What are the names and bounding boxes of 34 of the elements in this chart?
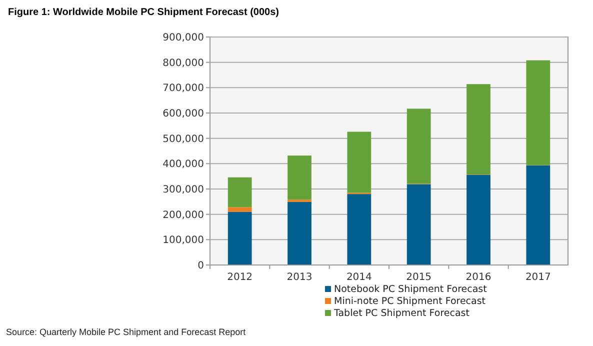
legend-label: Tablet PC Shipment Forecast (333, 308, 470, 319)
bar (347, 132, 372, 193)
bar (288, 202, 312, 265)
bar (288, 156, 312, 200)
y-tick-label: 400,000 (162, 159, 204, 170)
y-tick-label: 700,000 (162, 83, 204, 94)
x-tick-label: 2014 (346, 272, 372, 283)
y-tick-label: 200,000 (162, 210, 204, 221)
bar (406, 108, 431, 184)
bar (526, 60, 550, 166)
y-tick-label: 0 (198, 260, 204, 272)
y-tick-label: 100,000 (162, 235, 204, 246)
bar (228, 207, 252, 212)
y-tick-label: 800,000 (162, 58, 204, 69)
y-tick-label: 600,000 (162, 108, 204, 120)
bar (526, 165, 550, 265)
bar (228, 212, 252, 265)
x-tick-label: 2012 (227, 272, 253, 283)
legend-label: Notebook PC Shipment Forecast (334, 284, 488, 295)
bar (228, 177, 252, 208)
x-tick-label: 2013 (286, 272, 312, 283)
y-tick-label: 900,000 (162, 32, 204, 44)
y-tick-label: 500,000 (162, 134, 204, 145)
x-tick-label: 2015 (406, 272, 432, 283)
x-tick-label: 2016 (466, 272, 492, 283)
bar (466, 174, 490, 265)
bar (347, 194, 372, 265)
bar (466, 84, 490, 175)
source-note: Source: Quarterly Mobile PC Shipment and Forecast Report (6, 327, 246, 337)
chart-title: Figure 1: Worldwide Mobile PC Shipment Forecast (000s) (8, 7, 279, 18)
legend-label: Mini-note PC Shipment Forecast (334, 296, 486, 307)
x-tick-label: 2017 (525, 272, 551, 283)
bar (406, 184, 431, 265)
y-tick-label: 300,000 (162, 184, 204, 196)
